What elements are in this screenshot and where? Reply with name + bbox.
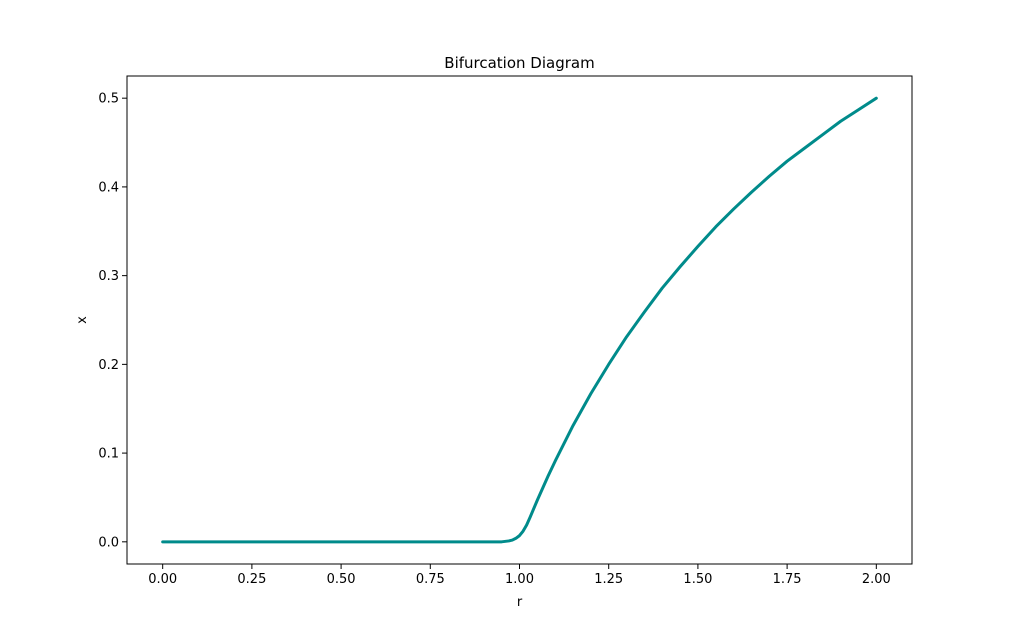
y-axis-ticks: 0.0 0.1 0.2 0.3 0.4 0.5 (98, 92, 127, 550)
y-tick-label: 0.2 (98, 358, 119, 373)
series-line (161, 96, 878, 544)
x-tick-label: 2.00 (862, 572, 891, 587)
x-tick-label: 0.25 (237, 572, 266, 587)
y-tick-label: 0.1 (98, 447, 119, 462)
x-axis-label: r (517, 595, 523, 610)
x-tick-label: 1.25 (594, 572, 623, 587)
chart-title: Bifurcation Diagram (444, 54, 594, 72)
data-series (161, 96, 878, 544)
x-tick-label: 1.75 (773, 572, 802, 587)
y-tick-label: 0.5 (98, 92, 119, 107)
x-tick-label: 0.00 (148, 572, 177, 587)
x-tick-label: 0.50 (327, 572, 356, 587)
y-axis-label: x (75, 316, 90, 324)
y-tick-label: 0.3 (98, 269, 119, 284)
x-tick-label: 1.50 (683, 572, 712, 587)
x-tick-label: 1.00 (505, 572, 534, 587)
plot-area-frame (126, 75, 913, 565)
x-axis-ticks: 0.00 0.25 0.50 0.75 1.00 1.25 1.50 1.75 2.00 (148, 564, 891, 587)
y-tick-label: 0.0 (98, 535, 119, 550)
y-tick-label: 0.4 (98, 180, 119, 195)
x-tick-label: 0.75 (416, 572, 445, 587)
